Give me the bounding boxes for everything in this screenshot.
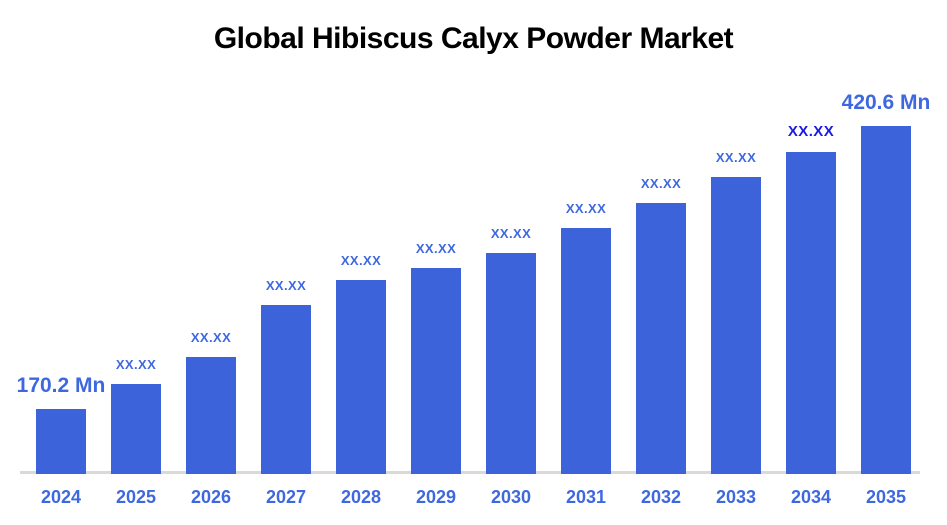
bar-2029: [411, 268, 461, 474]
value-label-2029: XX.XX: [415, 241, 457, 256]
chart-title: Global Hibiscus Calyx Powder Market: [213, 22, 734, 55]
value-label-2031: XX.XX: [565, 201, 607, 216]
bar-2027: [261, 305, 311, 474]
bar-2031: [561, 228, 611, 474]
value-label-2027: XX.XX: [265, 278, 307, 293]
value-label-2026: XX.XX: [190, 330, 232, 345]
x-axis-label-2029: 2029: [415, 487, 457, 507]
x-axis-line: [20, 471, 920, 474]
x-axis-label-2026: 2026: [190, 487, 232, 507]
x-axis-label-2030: 2030: [490, 487, 532, 507]
value-label-2028: XX.XX: [340, 253, 382, 268]
bar-2026: [186, 357, 236, 474]
bar-2025: [111, 384, 161, 474]
value-label-2025: XX.XX: [115, 357, 157, 372]
value-label-2034: XX.XX: [787, 123, 835, 140]
bar-2032: [636, 203, 686, 474]
x-axis-label-2033: 2033: [715, 487, 757, 507]
bar-2030: [486, 253, 536, 474]
x-axis-label-2024: 2024: [40, 487, 82, 507]
x-axis-label-2028: 2028: [340, 487, 382, 507]
x-axis-label-2035: 2035: [865, 487, 907, 507]
bar-2033: [711, 177, 761, 474]
x-axis-label-2034: 2034: [790, 487, 832, 507]
bar-2034: [786, 152, 836, 474]
value-label-2030: XX.XX: [490, 226, 532, 241]
x-axis-label-2025: 2025: [115, 487, 157, 507]
bar-2035: [861, 126, 911, 474]
bar-2028: [336, 280, 386, 474]
value-label-2033: XX.XX: [715, 150, 757, 165]
value-label-2032: XX.XX: [640, 176, 682, 191]
x-axis-label-2027: 2027: [265, 487, 307, 507]
value-label-2035: 420.6 Mn: [841, 91, 931, 114]
x-axis-label-2031: 2031: [565, 487, 607, 507]
value-label-2024: 170.2 Mn: [16, 374, 106, 397]
bar-2024: [36, 409, 86, 474]
x-axis-label-2032: 2032: [640, 487, 682, 507]
